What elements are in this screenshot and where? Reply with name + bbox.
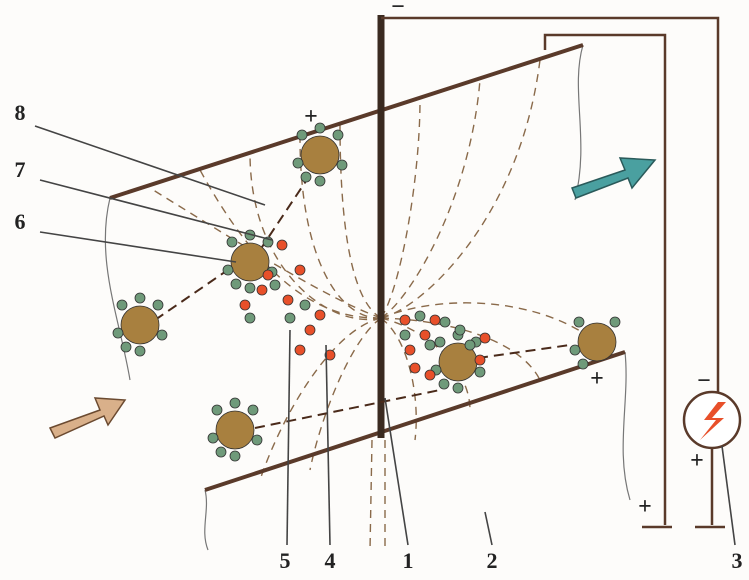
ion	[112, 327, 124, 339]
upper-plate	[109, 43, 584, 200]
ion	[304, 324, 316, 336]
edge	[574, 44, 584, 201]
ion	[434, 336, 446, 348]
ion	[211, 404, 223, 416]
ion	[269, 279, 281, 291]
ion	[439, 316, 451, 328]
dust-particle	[120, 305, 160, 345]
ion	[294, 264, 306, 276]
ion	[244, 312, 256, 324]
ion	[314, 309, 326, 321]
edge	[622, 351, 631, 501]
ion	[404, 344, 416, 356]
ion	[573, 316, 585, 328]
ion	[452, 382, 464, 394]
ion	[314, 122, 326, 134]
ion	[222, 264, 234, 276]
label: 1	[403, 548, 414, 573]
ion	[276, 239, 288, 251]
ion	[299, 299, 311, 311]
sign: +	[590, 366, 604, 392]
ion	[292, 157, 304, 169]
ion	[424, 369, 436, 381]
ion	[324, 349, 336, 361]
dust-particle	[300, 135, 340, 175]
ion	[409, 362, 421, 374]
ion	[454, 324, 466, 336]
sign: −	[697, 368, 711, 394]
ion	[464, 339, 476, 351]
ion	[256, 284, 268, 296]
particles	[112, 122, 621, 462]
sign: +	[690, 448, 704, 474]
ground-wire	[695, 448, 725, 529]
label: 2	[487, 548, 498, 573]
ion	[424, 339, 436, 351]
ion	[474, 354, 486, 366]
inlet-arrow	[48, 397, 127, 439]
ion	[244, 282, 256, 294]
sign: +	[304, 104, 318, 130]
ion	[215, 446, 227, 458]
ion	[314, 175, 326, 187]
ion	[282, 294, 294, 306]
ion	[296, 129, 308, 141]
ion	[474, 366, 486, 378]
label: 7	[15, 157, 26, 182]
ion	[419, 329, 431, 341]
ion	[429, 314, 441, 326]
ion	[569, 344, 581, 356]
field-lines	[149, 59, 611, 551]
dust-particle	[215, 410, 255, 450]
ion	[239, 299, 251, 311]
ion	[152, 299, 164, 311]
ion	[609, 316, 621, 328]
edge	[104, 197, 131, 381]
ion	[229, 397, 241, 409]
label: 6	[15, 209, 26, 234]
lower-plate	[204, 350, 626, 492]
ion	[399, 314, 411, 326]
label: 3	[732, 548, 743, 573]
ion	[284, 312, 296, 324]
lightning-icon	[700, 402, 726, 440]
ion	[229, 450, 241, 462]
ion	[414, 310, 426, 322]
ion	[300, 171, 312, 183]
sign: +	[638, 494, 652, 520]
ion	[134, 345, 146, 357]
outlet-arrow	[571, 157, 657, 199]
ion	[438, 378, 450, 390]
ion	[156, 329, 168, 341]
ion	[294, 344, 306, 356]
ground-wire	[543, 33, 672, 529]
ion	[116, 299, 128, 311]
ion	[207, 432, 219, 444]
wire	[381, 16, 720, 392]
ion	[262, 269, 274, 281]
label: 4	[325, 548, 336, 573]
ion	[399, 329, 411, 341]
label: 8	[15, 100, 26, 125]
ion	[230, 278, 242, 290]
label: 5	[280, 548, 291, 573]
ion	[247, 404, 259, 416]
ion	[134, 292, 146, 304]
sign: −	[391, 0, 405, 20]
trajectories	[154, 174, 571, 429]
ion	[332, 129, 344, 141]
ion	[120, 341, 132, 353]
leaders	[34, 125, 736, 546]
edge	[204, 489, 209, 551]
ion	[479, 332, 491, 344]
dust-particle	[577, 322, 617, 362]
ion	[577, 358, 589, 370]
ion	[226, 236, 238, 248]
ion	[251, 434, 263, 446]
ion	[336, 159, 348, 171]
